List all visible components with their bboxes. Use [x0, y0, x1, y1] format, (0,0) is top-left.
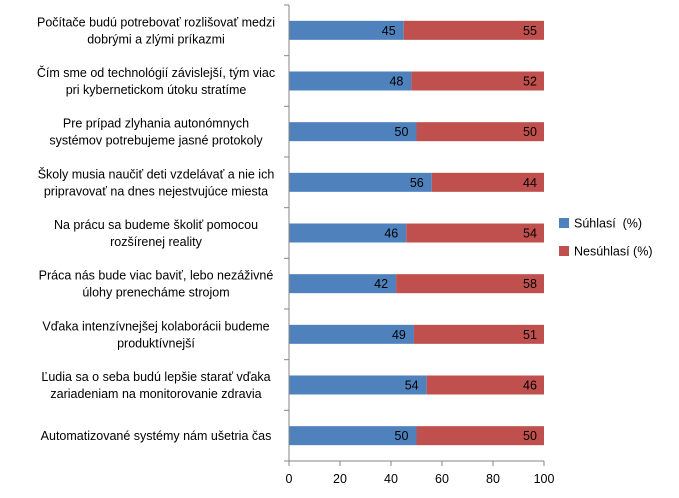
category-label-2: Čím sme od technológií závislejší, tým v…: [37, 65, 275, 97]
data-label-disagree-4: 44: [523, 176, 537, 190]
bar-agree-3: [289, 122, 417, 142]
category-label-line: pri kybernetickom útoku stratíme: [66, 83, 247, 97]
bar-agree-7: [289, 324, 414, 344]
data-label-agree-8: 54: [405, 379, 419, 393]
bar-agree-6: [289, 274, 397, 294]
legend: Súhlasí (%) Nesúhlasí (%): [559, 217, 653, 259]
category-label-line: Automatizované systémy nám ušetria čas: [41, 429, 272, 443]
data-label-disagree-7: 51: [523, 328, 537, 342]
legend-swatch-agree: [559, 218, 569, 228]
bar-disagree-3: [416, 122, 544, 142]
bar-disagree-5: [406, 223, 544, 243]
category-label-line: zariadeniam na monitorovanie zdravia: [50, 387, 261, 401]
category-label-1: Počítače budú potrebovať rozlišovať medz…: [37, 15, 275, 46]
bar-agree-5: [289, 223, 407, 243]
bar-agree-1: [289, 20, 404, 40]
category-label-line: Čím sme od technológií závislejší, tým v…: [37, 65, 275, 80]
bar-agree-2: [289, 71, 412, 91]
category-label-8: Ľudia sa o seba budú lepšie starať vďaka…: [41, 370, 270, 401]
bar-disagree-2: [411, 71, 544, 91]
data-label-agree-5: 46: [384, 227, 398, 241]
data-label-disagree-1: 55: [523, 24, 537, 38]
bar-agree-4: [289, 172, 432, 192]
x-tick-label-60: 60: [435, 472, 449, 486]
category-label-5: Na prácu sa budeme školiť pomocou rozšíre…: [54, 218, 258, 249]
category-label-line: Školy musia naučiť deti vzdelávať a nie …: [38, 166, 275, 181]
category-label-line: dobrými a zlými príkazmi: [87, 32, 225, 46]
bar-agree-8: [289, 375, 427, 395]
category-label-9: Automatizované systémy nám ušetria čas: [41, 429, 272, 443]
legend-label-agree: Súhlasí (%): [574, 217, 642, 231]
category-label-4: Školy musia naučiť deti vzdelávať a nie …: [38, 166, 275, 198]
category-label-line: Na prácu sa budeme školiť pomocou: [54, 218, 258, 232]
data-label-agree-7: 49: [392, 328, 406, 342]
category-label-line: Ľudia sa o seba budú lepšie starať vďaka: [41, 370, 270, 384]
x-tick-label-80: 80: [486, 472, 500, 486]
bar-disagree-1: [403, 20, 544, 40]
bar-disagree-4: [431, 172, 544, 192]
data-labels-group: 45 55 48 52 50 50 56 44 46 54 42 58 49 51 54 46 50 50: [374, 24, 537, 443]
data-label-agree-4: 56: [410, 176, 424, 190]
category-labels-group: Počítače budú potrebovať rozlišovať medz…: [37, 15, 275, 443]
data-label-disagree-6: 58: [523, 277, 537, 291]
bars-group: [289, 20, 544, 446]
category-label-line: Práca nás bude viac baviť, lebo nezáživn…: [39, 269, 274, 283]
data-label-agree-3: 50: [395, 125, 409, 139]
bar-disagree-8: [426, 375, 544, 395]
category-label-line: pripravovať na dnes nejestvujúce miesta: [44, 184, 268, 198]
data-label-agree-1: 45: [382, 24, 396, 38]
data-label-disagree-2: 52: [523, 75, 537, 89]
x-tick-label-20: 20: [333, 472, 347, 486]
bar-disagree-9: [416, 426, 544, 446]
axes-group: 0 20 40 60 80 100: [284, 4, 555, 486]
category-label-line: rozšírenej reality: [110, 235, 202, 249]
data-label-agree-6: 42: [374, 277, 388, 291]
data-label-disagree-3: 50: [523, 125, 537, 139]
data-label-disagree-9: 50: [523, 429, 537, 443]
data-label-disagree-8: 46: [523, 379, 537, 393]
category-label-6: Práca nás bude viac baviť, lebo nezáživn…: [39, 269, 274, 300]
category-label-line: produktívnejší: [117, 336, 195, 350]
bar-disagree-7: [413, 324, 544, 344]
category-label-3: Pre prípad zlyhania autonómnych systémov …: [49, 117, 263, 148]
x-tick-label-40: 40: [384, 472, 398, 486]
data-label-agree-9: 50: [395, 429, 409, 443]
category-label-line: Vďaka intenzívnejšej kolaborácii budeme: [42, 319, 269, 333]
data-label-agree-2: 48: [389, 75, 403, 89]
bar-agree-9: [289, 426, 417, 446]
category-label-7: Vďaka intenzívnejšej kolaborácii budeme p…: [42, 319, 269, 350]
category-label-line: Pre prípad zlyhania autonómnych: [63, 117, 249, 131]
legend-swatch-disagree: [559, 246, 569, 256]
category-label-line: systémov potrebujeme jasné protokoly: [49, 134, 263, 148]
category-label-line: Počítače budú potrebovať rozlišovať medz…: [37, 15, 275, 29]
category-label-line: úlohy prenecháme strojom: [82, 286, 229, 300]
x-tick-label-100: 100: [534, 472, 555, 486]
x-tick-label-0: 0: [286, 472, 293, 486]
legend-label-disagree: Nesúhlasí (%): [574, 245, 653, 259]
data-label-disagree-5: 54: [523, 227, 537, 241]
bar-disagree-6: [396, 274, 544, 294]
